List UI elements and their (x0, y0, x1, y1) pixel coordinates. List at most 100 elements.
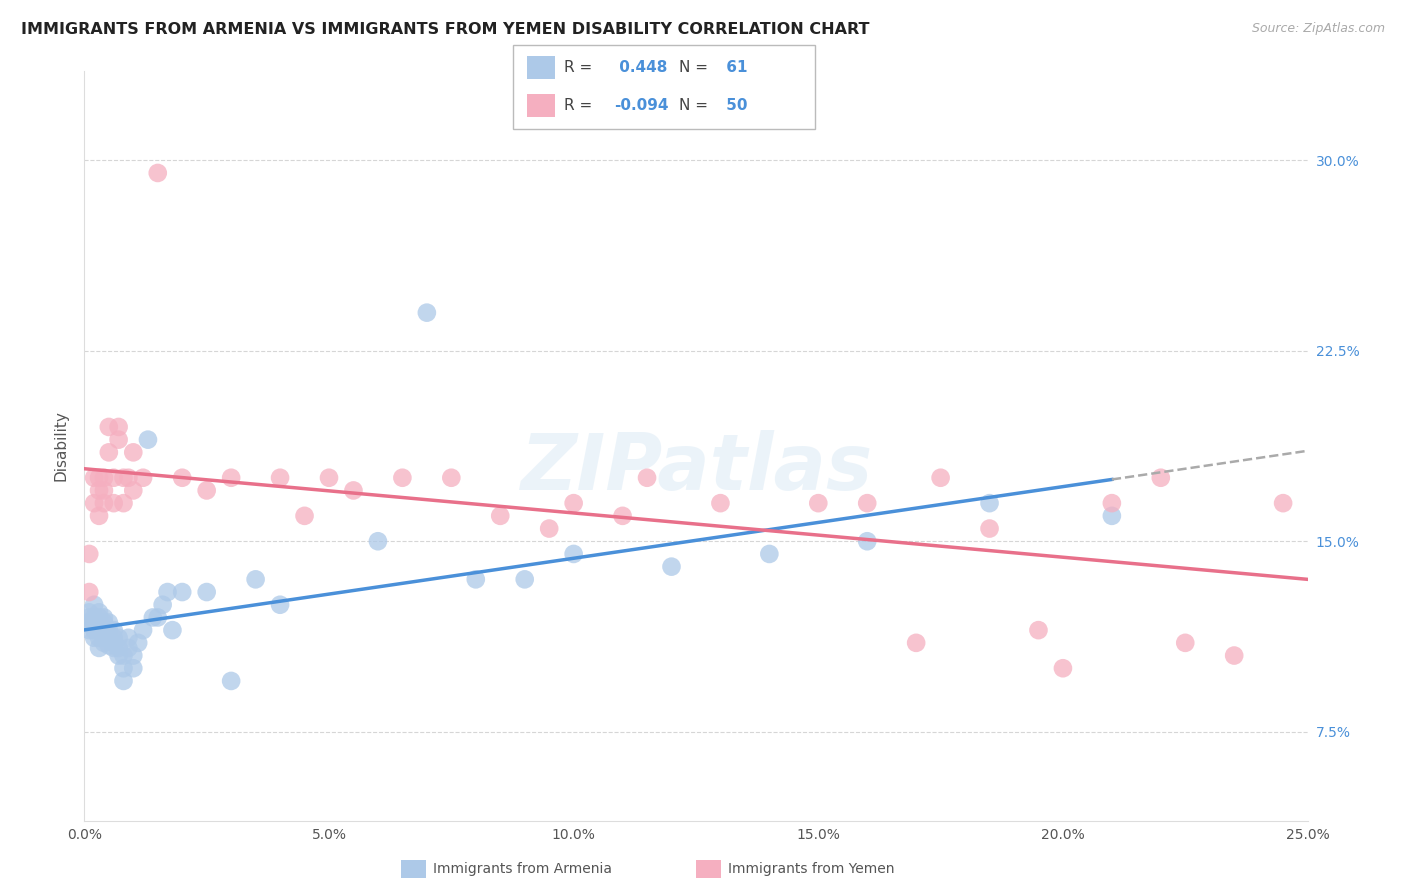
Point (97, 631, 120, 645)
Point (103, 471, 125, 485)
Point (318, 471, 340, 485)
Point (77, 615, 100, 630)
Point (107, 631, 129, 645)
Text: N =: N = (679, 61, 709, 75)
Point (146, 166, 169, 180)
Point (77, 610, 100, 624)
Point (636, 471, 658, 485)
Point (103, 496, 125, 510)
Point (440, 471, 463, 485)
Point (269, 598, 291, 612)
Point (136, 433, 159, 447)
Point (87, 623, 110, 637)
Point (979, 522, 1001, 536)
Point (103, 631, 125, 645)
Text: Immigrants from Yemen: Immigrants from Yemen (728, 862, 894, 876)
Text: Immigrants from Armenia: Immigrants from Armenia (433, 862, 612, 876)
Point (112, 673, 135, 688)
Point (77, 606, 100, 620)
Point (87, 606, 110, 620)
Point (117, 640, 139, 655)
Point (122, 445, 145, 459)
Point (513, 572, 536, 586)
Point (132, 623, 155, 637)
Point (391, 471, 413, 485)
Point (142, 610, 165, 624)
Point (195, 585, 218, 599)
Point (93, 471, 115, 485)
Point (97, 420, 120, 434)
Point (172, 471, 194, 485)
Text: 0.448: 0.448 (614, 61, 668, 75)
Point (152, 598, 174, 612)
Point (87, 631, 110, 645)
Text: N =: N = (679, 98, 709, 112)
Point (612, 508, 634, 523)
Point (709, 496, 731, 510)
Point (83, 610, 105, 624)
Point (1101, 508, 1123, 523)
Point (856, 496, 879, 510)
Point (83, 631, 105, 645)
Point (87, 483, 110, 498)
Point (122, 648, 145, 663)
Point (83, 471, 105, 485)
Point (103, 623, 125, 637)
Point (87, 615, 110, 630)
Point (416, 306, 439, 320)
Text: -0.094: -0.094 (614, 98, 669, 112)
Point (1272, 496, 1295, 510)
Point (103, 636, 125, 650)
Point (83, 496, 105, 510)
Point (1052, 661, 1074, 675)
Text: R =: R = (564, 98, 592, 112)
Point (93, 483, 115, 498)
Point (294, 508, 316, 523)
Point (83, 615, 105, 630)
Point (1101, 496, 1123, 510)
Text: 50: 50 (721, 98, 748, 112)
Point (127, 636, 149, 650)
Point (93, 631, 115, 645)
Point (758, 547, 780, 561)
Point (538, 522, 561, 536)
Point (122, 661, 145, 675)
Point (87, 640, 110, 655)
Point (97, 639, 120, 653)
Point (562, 496, 585, 510)
Point (107, 640, 129, 655)
Point (342, 483, 364, 498)
Point (162, 623, 184, 637)
Point (93, 615, 115, 630)
Point (122, 483, 145, 498)
Text: Source: ZipAtlas.com: Source: ZipAtlas.com (1251, 22, 1385, 36)
Point (117, 471, 139, 485)
Point (87, 508, 110, 523)
Point (93, 610, 115, 624)
Point (1028, 623, 1050, 637)
Point (464, 572, 486, 586)
Point (87, 610, 110, 624)
Point (856, 534, 879, 549)
Point (107, 420, 129, 434)
Point (245, 572, 267, 586)
Point (1174, 636, 1197, 650)
Point (219, 471, 242, 485)
Point (77, 585, 100, 599)
Point (367, 534, 389, 549)
Y-axis label: Disability: Disability (53, 410, 69, 482)
Point (219, 673, 242, 688)
Point (93, 496, 115, 510)
Point (979, 496, 1001, 510)
Point (97, 623, 120, 637)
Point (489, 508, 512, 523)
Point (77, 623, 100, 637)
Point (112, 496, 135, 510)
Point (1150, 471, 1173, 485)
Text: R =: R = (564, 61, 592, 75)
Point (1223, 648, 1246, 663)
Point (661, 559, 683, 574)
Point (269, 471, 291, 485)
Text: 61: 61 (721, 61, 748, 75)
Point (107, 648, 129, 663)
